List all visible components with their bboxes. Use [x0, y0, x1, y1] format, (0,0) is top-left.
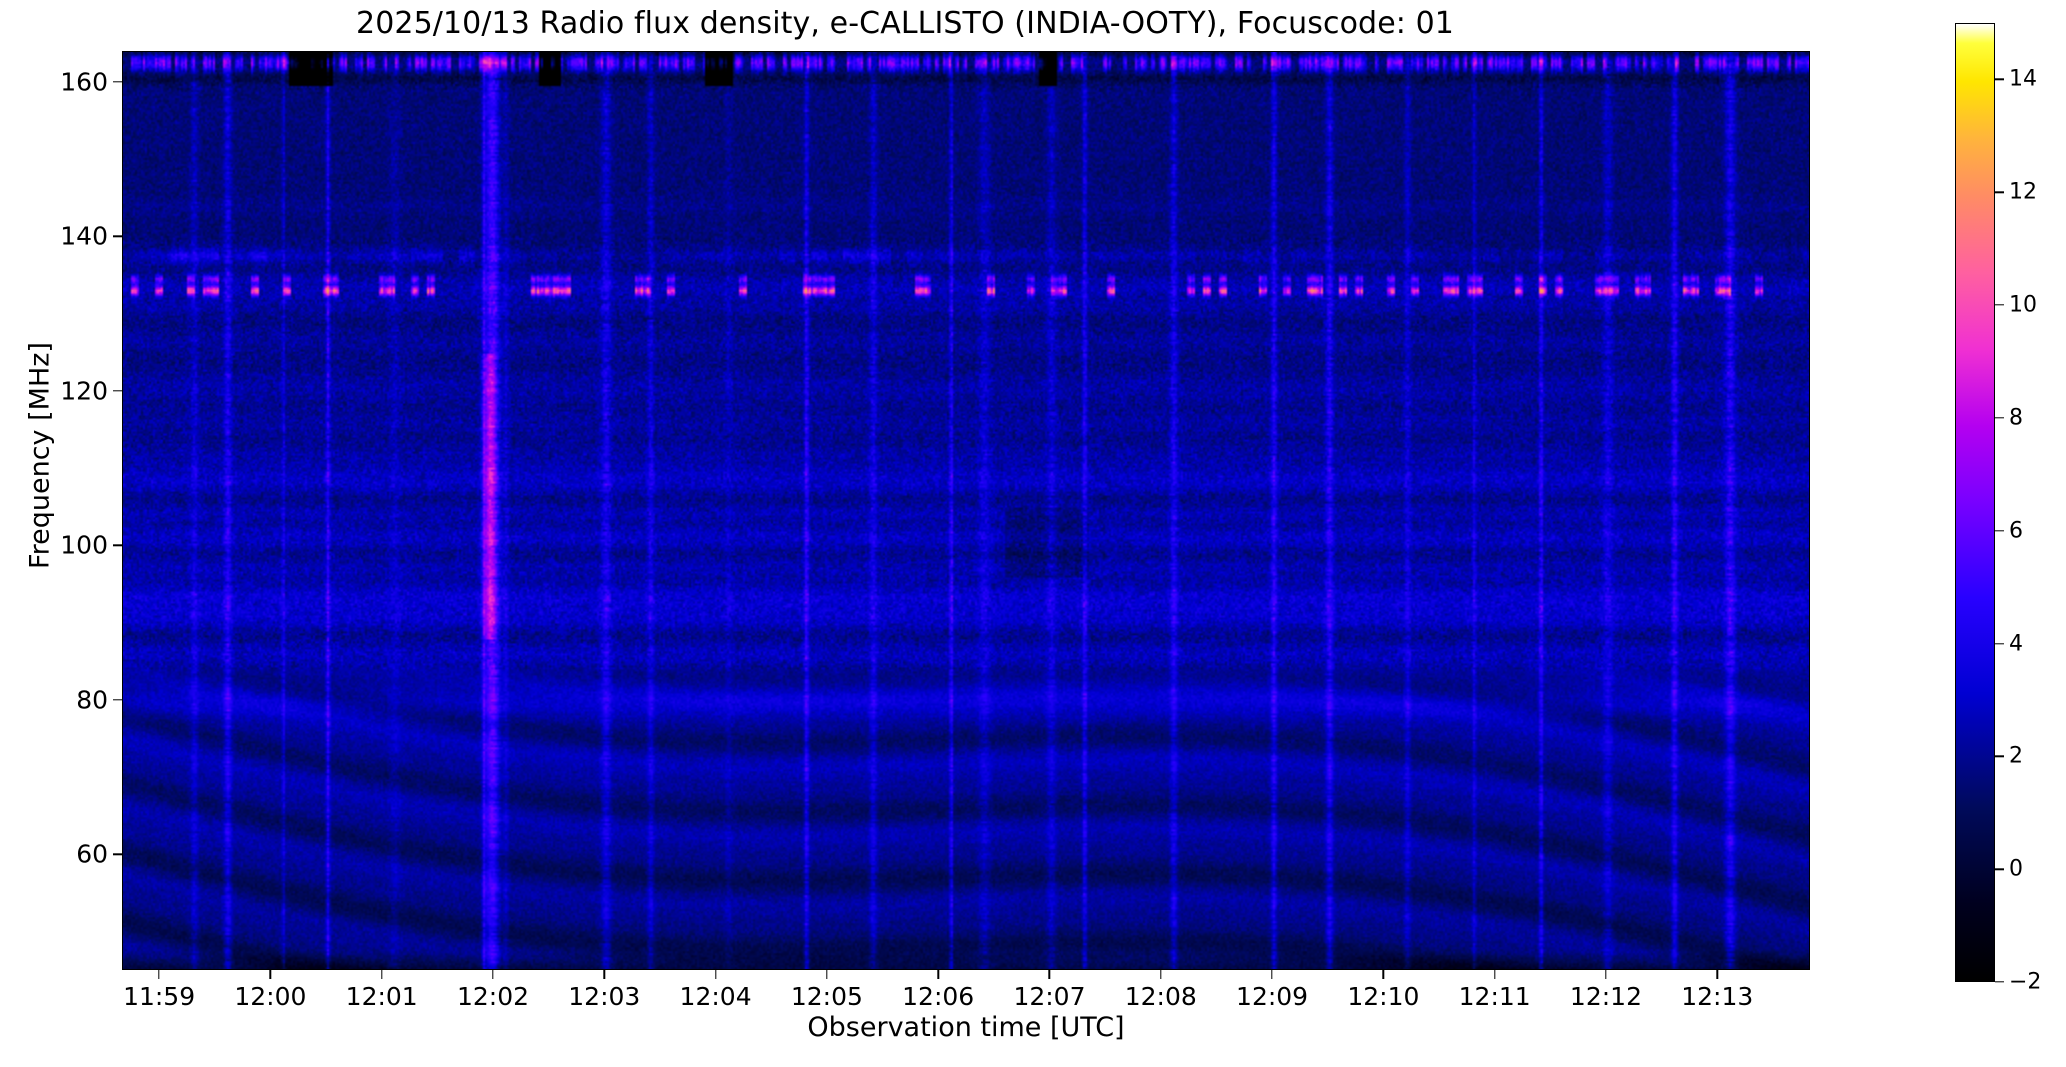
colorbar-tick-mark: [1995, 868, 2004, 870]
y-tick-mark: [113, 853, 122, 855]
colorbar-tick-mark: [1995, 78, 2004, 81]
y-tick-label: 160: [60, 67, 108, 97]
x-tick-label: 12:09: [1236, 982, 1309, 1011]
colorbar-tick-mark: [1995, 981, 2004, 983]
colorbar-tick-mark: [1995, 304, 2004, 306]
colorbar-tick-label: −2: [2009, 969, 2042, 995]
x-tick-mark: [492, 970, 494, 979]
y-tick-mark: [113, 390, 122, 392]
y-tick-mark: [113, 81, 122, 83]
figure-title: 2025/10/13 Radio flux density, e-CALLIST…: [356, 6, 1454, 41]
colorbar-tick-label: 4: [2009, 631, 2023, 657]
spectrogram-plot-area: [122, 51, 1810, 970]
x-tick-mark: [1271, 970, 1273, 979]
colorbar-tick-label: 6: [2009, 518, 2023, 544]
colorbar-ticks: 14 12 10 8 6 4 2 0 −2: [1995, 23, 2065, 995]
x-tick-mark: [603, 970, 605, 979]
colorbar: [1955, 23, 1995, 982]
x-tick-label: 12:11: [1458, 982, 1531, 1011]
x-tick-mark: [1382, 970, 1385, 979]
x-axis-label: Observation time [UTC]: [807, 1012, 1125, 1043]
x-tick-mark: [158, 970, 160, 979]
y-tick-mark: [113, 235, 122, 238]
colorbar-tick-mark: [1995, 530, 2004, 532]
x-tick-mark: [826, 970, 828, 979]
colorbar-tick-mark: [1995, 642, 2004, 645]
y-tick-mark: [113, 699, 122, 701]
x-tick-mark: [937, 970, 939, 979]
x-tick-mark: [269, 970, 272, 979]
y-tick-label: 80: [76, 685, 108, 715]
x-tick-label: 12:04: [679, 982, 752, 1011]
x-tick-mark: [1160, 970, 1162, 979]
colorbar-gradient: [1956, 24, 1994, 981]
y-tick-label: 100: [60, 530, 108, 560]
spectrogram-image: [123, 52, 1809, 969]
x-tick-label: 12:00: [234, 982, 307, 1011]
colorbar-tick-label: 2: [2009, 743, 2023, 769]
y-tick-label: 120: [60, 376, 108, 406]
x-tick-label: 12:12: [1569, 982, 1642, 1011]
colorbar-tick-mark: [1995, 755, 2004, 758]
x-tick-label: 12:10: [1347, 982, 1420, 1011]
y-tick-mark: [113, 544, 122, 546]
y-axis-label: Frequency [MHz]: [24, 342, 56, 569]
x-tick-label: 12:13: [1681, 982, 1754, 1011]
x-tick-label: 12:01: [345, 982, 418, 1011]
x-tick-mark: [714, 970, 717, 979]
x-tick-mark: [380, 970, 383, 979]
y-axis-ticks: 160 140 120 100 80 60: [0, 51, 122, 970]
x-tick-label: 12:03: [568, 982, 641, 1011]
y-tick-label: 60: [76, 839, 108, 869]
colorbar-tick-label: 14: [2009, 66, 2037, 92]
x-tick-label: 11:59: [123, 982, 196, 1011]
colorbar-tick-mark: [1995, 417, 2004, 419]
x-tick-mark: [1605, 970, 1607, 979]
x-tick-label: 12:02: [456, 982, 530, 1011]
x-tick-mark: [1048, 970, 1051, 979]
x-tick-label: 12:08: [1124, 982, 1197, 1011]
y-tick-label: 140: [60, 221, 108, 251]
x-tick-label: 12:05: [790, 982, 863, 1011]
x-tick-label: 12:06: [902, 982, 975, 1011]
x-tick-label: 12:07: [1013, 982, 1086, 1011]
colorbar-tick-label: 0: [2009, 856, 2023, 882]
colorbar-tick-mark: [1995, 191, 2004, 193]
x-axis-ticks: 11:59 12:00 12:01 12:02 12:03 12:04 12:05 12:06…: [122, 970, 1810, 1030]
x-tick-mark: [1716, 970, 1718, 979]
x-tick-mark: [1493, 970, 1496, 979]
colorbar-tick-label: 12: [2009, 179, 2037, 205]
colorbar-tick-label: 10: [2009, 292, 2037, 318]
colorbar-tick-label: 8: [2009, 405, 2023, 431]
